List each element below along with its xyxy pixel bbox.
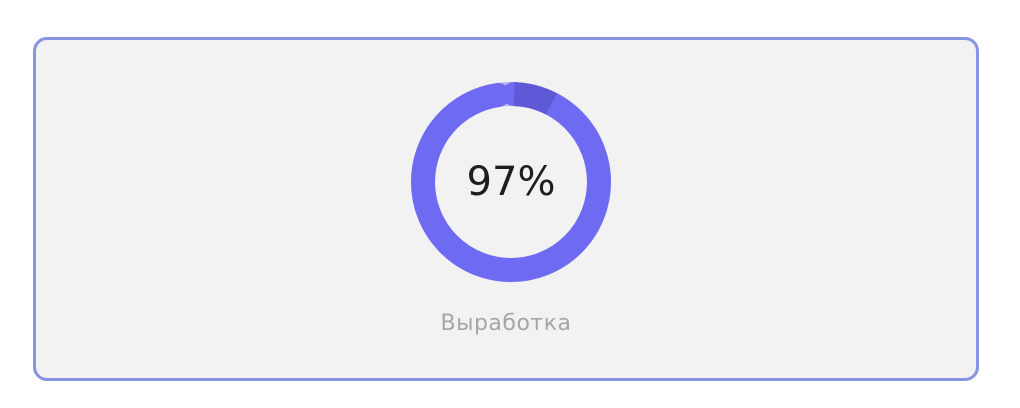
progress-ring-arc (411, 82, 611, 282)
metric-label: Выработка (440, 311, 572, 336)
progress-ring: 97% (409, 80, 613, 284)
progress-ring-graphic (411, 82, 611, 282)
progress-value: 97% (466, 159, 556, 205)
output-card: 97% Выработка (33, 37, 979, 381)
